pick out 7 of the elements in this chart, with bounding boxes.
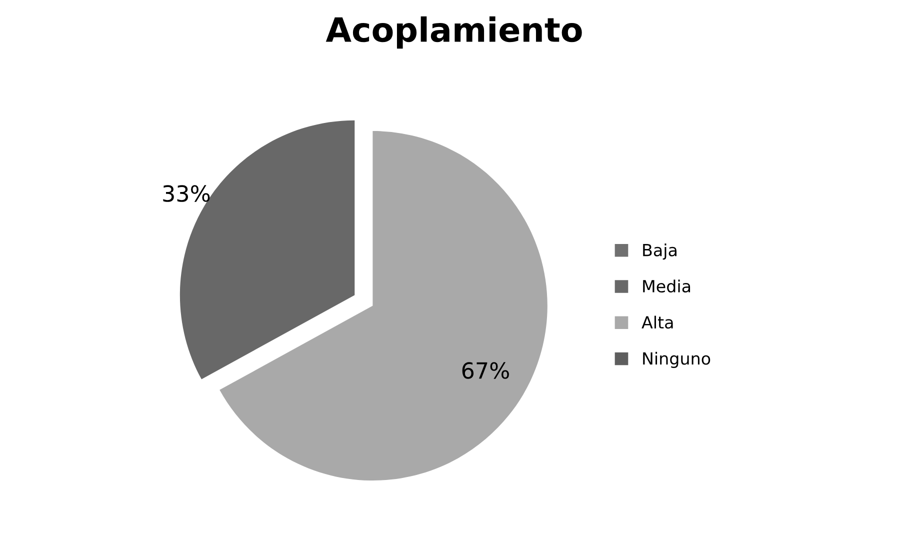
legend-label: Media (643, 280, 690, 293)
legend-label: Ninguno (643, 352, 710, 368)
legend-label: Alta (642, 316, 673, 329)
legend-label: Baja (643, 244, 676, 260)
chart-title: Acoplamiento (326, 16, 582, 49)
data-label: 33% (163, 185, 210, 202)
data-label: 67% (462, 362, 509, 379)
